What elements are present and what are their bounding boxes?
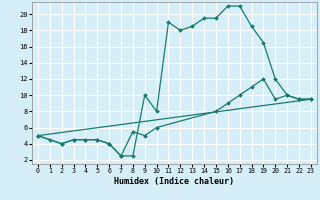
X-axis label: Humidex (Indice chaleur): Humidex (Indice chaleur) xyxy=(115,177,234,186)
